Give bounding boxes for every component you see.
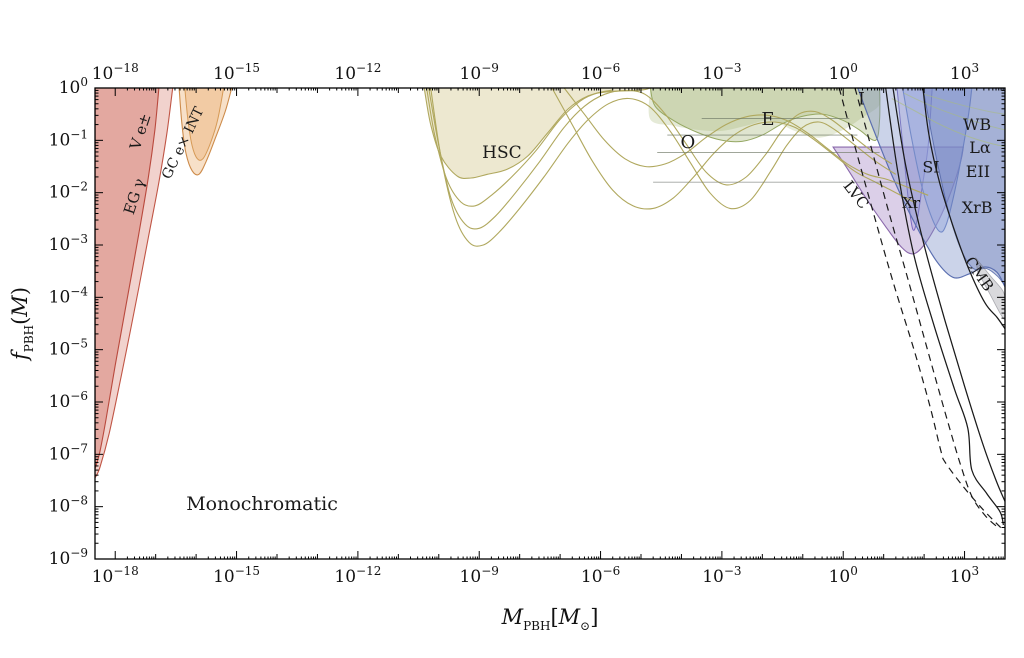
- x-tick-label-bottom: 10−15: [213, 564, 260, 587]
- x-tick-label-top: 10−15: [213, 61, 260, 84]
- x-tick-label-top: 10−6: [581, 61, 620, 84]
- curve-solid-1: [885, 88, 1005, 526]
- y-tick-label: 10−8: [49, 494, 88, 517]
- x-tick-label-bottom: 10−3: [702, 564, 741, 587]
- label-hsc: HSC: [482, 143, 521, 163]
- x-tick-label-bottom: 10−12: [334, 564, 381, 587]
- curve-solid-3-cmb-edge: [922, 88, 1005, 330]
- region-gc-int-inner: [184, 88, 225, 161]
- y-tick-label: 10−3: [49, 232, 88, 255]
- label-xr: Xr: [902, 194, 921, 212]
- region-hsc-fill: [423, 88, 651, 179]
- y-tick-label: 10−4: [49, 284, 89, 307]
- region-green-fill-upper: [648, 88, 881, 138]
- x-tick-label-bottom: 10−9: [460, 564, 499, 587]
- label-xray-binaries: XrB: [962, 198, 993, 217]
- curve-blue-streak-3: [923, 93, 1005, 115]
- label-icarus: I: [858, 90, 865, 110]
- y-tick-label: 10−1: [49, 127, 88, 150]
- x-tick-label-top: 10−18: [92, 61, 139, 84]
- y-tick-label: 10−9: [49, 546, 88, 569]
- label-si: SI: [922, 157, 939, 176]
- y-tick-label: 10−6: [49, 389, 88, 412]
- y-axis-title: fPBH(M): [8, 287, 36, 362]
- label-eridanus-ii: EII: [966, 162, 990, 181]
- x-tick-label-bottom: 10−18: [92, 564, 139, 587]
- curve-blue-streak-1: [891, 98, 1005, 148]
- region-voyager-e: [95, 88, 174, 479]
- label-eros: E: [761, 109, 774, 130]
- axes: 10−18 10−18 10−15 10−15 10−12 10−12 10−9 10−9 10…: [49, 61, 1006, 587]
- x-tick-label-top: 10−3: [702, 61, 741, 84]
- constraint-curves: [426, 88, 1005, 530]
- curve-hsc-c4: [430, 88, 897, 247]
- region-cmb-gray: [975, 256, 1005, 320]
- region-blue-outer: [857, 88, 1005, 288]
- y-tick-label: 10−2: [49, 180, 88, 203]
- curve-ogle-g1: [563, 88, 929, 196]
- curve-dashed-2: [854, 88, 998, 528]
- curve-dashed-1: [838, 88, 1003, 530]
- x-tick-label-bottom: 103: [950, 564, 979, 587]
- label-lyman-alpha: Lα: [969, 138, 991, 157]
- y-tick-label: 10−7: [49, 441, 88, 464]
- x-tick-label-top: 100: [829, 61, 858, 84]
- y-tick-label: 10−5: [49, 337, 88, 360]
- curve-blue-streak-2: [903, 92, 1005, 131]
- curve-solid-2: [892, 88, 1005, 502]
- x-axis-title: MPBH[M⊙]: [501, 605, 599, 633]
- x-tick-label-top: 10−12: [334, 61, 381, 84]
- label-wb: WB: [963, 115, 991, 134]
- region-eg-gamma: [95, 88, 160, 470]
- plot-frame: [94, 87, 1006, 560]
- region-gc-int-outer: [178, 88, 233, 176]
- label-monochromatic: Monochromatic: [186, 493, 338, 515]
- x-tick-label-bottom: 100: [829, 564, 858, 587]
- curve-hsc-c3: [428, 88, 893, 230]
- y-tick-label: 100: [59, 75, 88, 98]
- x-tick-label-top: 10−9: [460, 61, 499, 84]
- x-tick-label-bottom: 10−6: [581, 564, 620, 587]
- label-ogle: O: [681, 132, 696, 153]
- x-tick-label-top: 103: [950, 61, 979, 84]
- region-blue-inner: [922, 88, 1005, 287]
- constraint-regions: [95, 88, 1005, 479]
